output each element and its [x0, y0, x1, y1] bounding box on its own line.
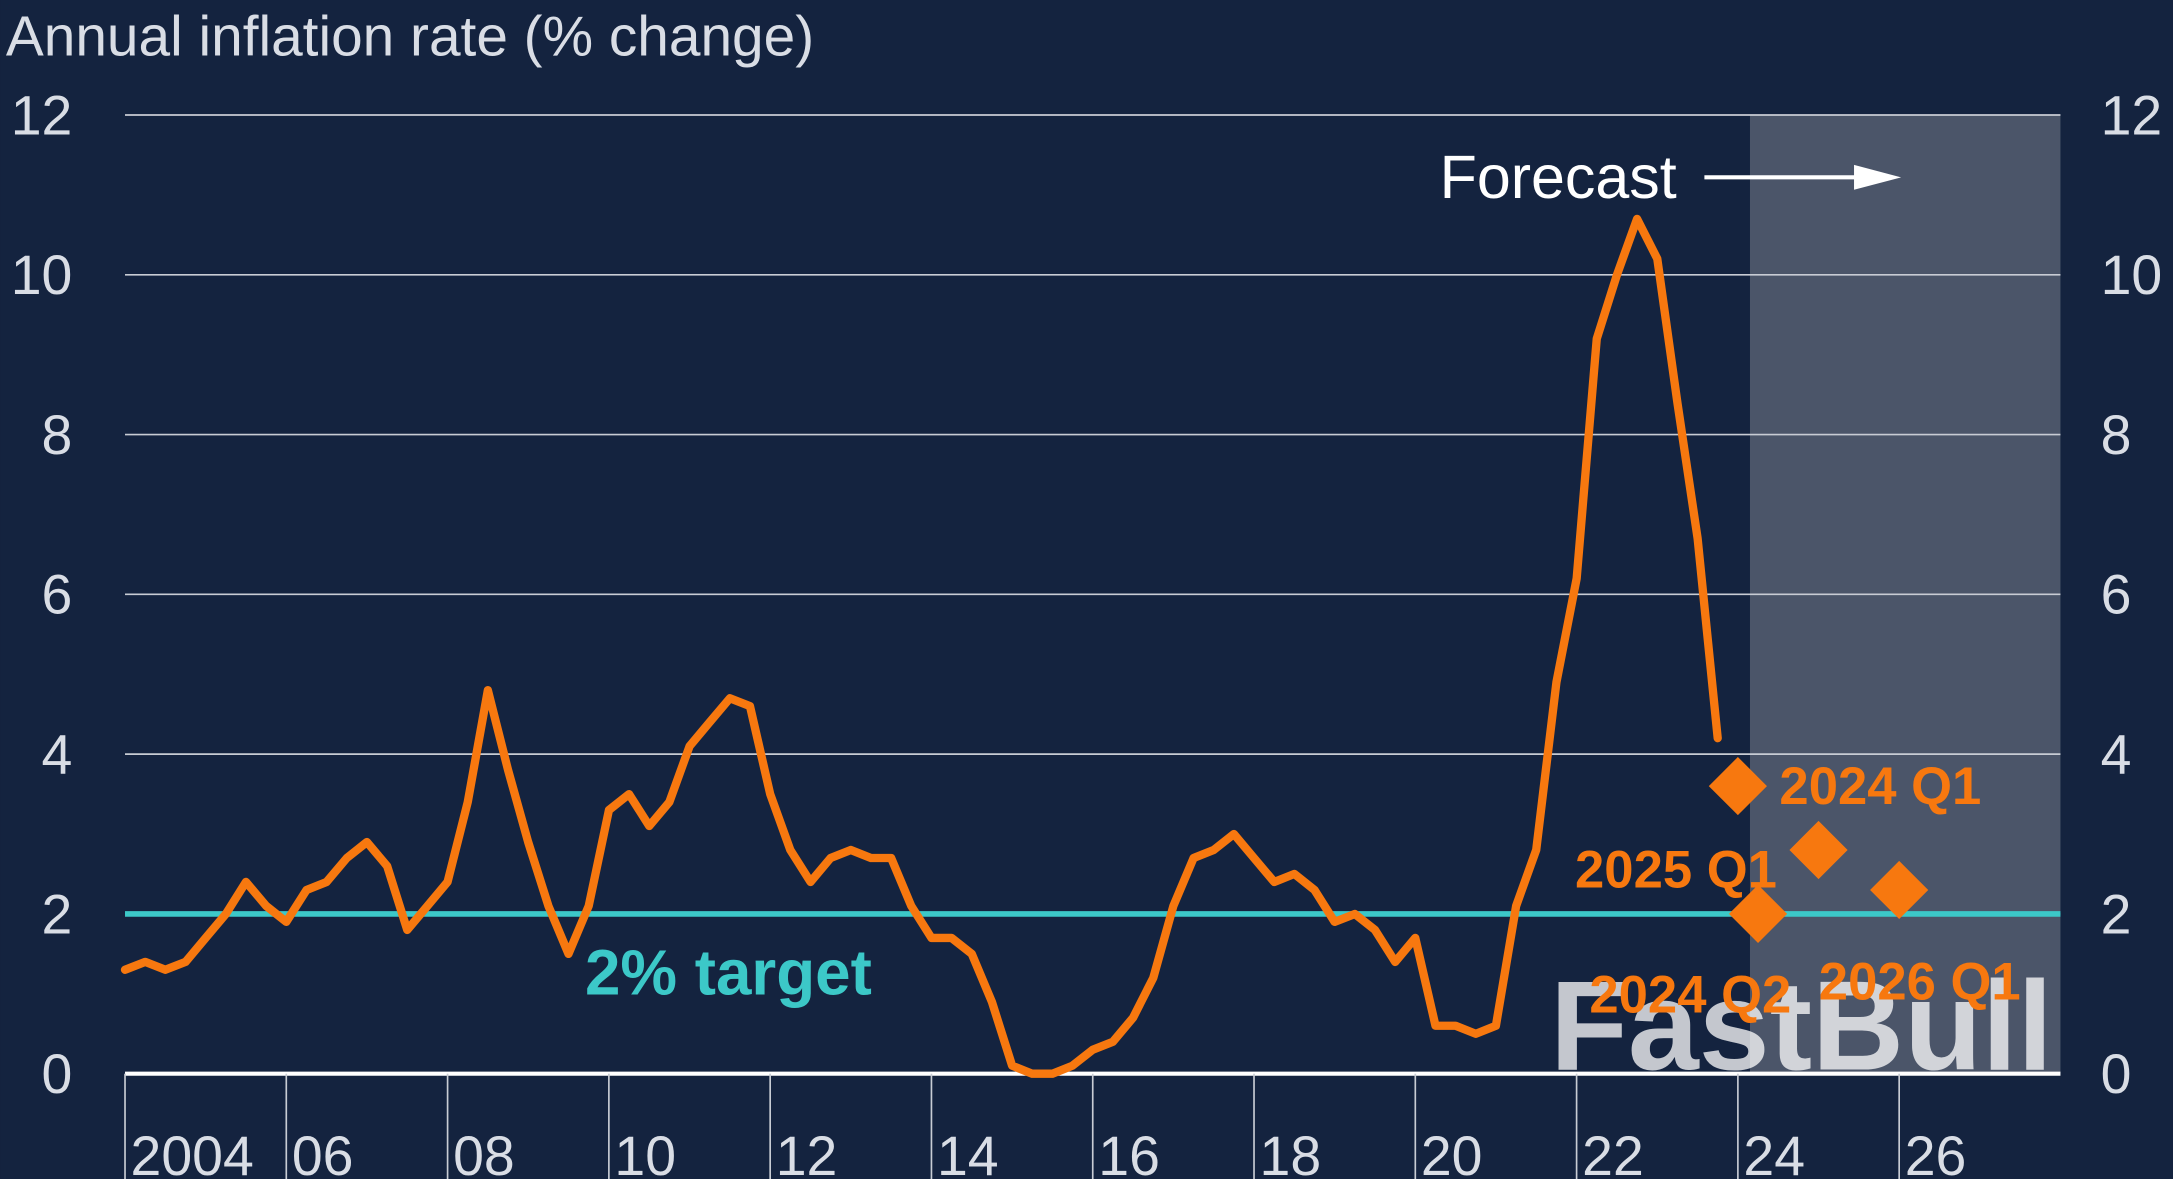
forecast-point-label: 2024 Q1: [1779, 757, 1981, 816]
target-label: 2% target: [585, 937, 872, 1009]
chart-title: Annual inflation rate (% change): [6, 5, 814, 68]
y-tick-label: 0: [42, 1043, 73, 1105]
y-tick-label: 10: [11, 244, 73, 306]
inflation-line: [120, 214, 1722, 1078]
forecast-point-label: 2025 Q1: [1575, 840, 1777, 899]
x-tick-label: 10: [614, 1125, 676, 1179]
x-tick-label: 06: [292, 1125, 354, 1179]
x-tick-label: 18: [1260, 1125, 1322, 1179]
x-tick-label: 14: [937, 1125, 999, 1179]
x-tick-label: 24: [1743, 1125, 1805, 1179]
y2-tick-label: 2: [2101, 883, 2132, 945]
y-tick-label: 8: [42, 404, 73, 466]
y2-tick-label: 0: [2101, 1043, 2132, 1105]
x-tick-label: 16: [1098, 1125, 1160, 1179]
y2-tick-label: 10: [2101, 244, 2163, 306]
x-tick-label: 12: [776, 1125, 838, 1179]
x-tick-label: 26: [1905, 1125, 1967, 1179]
forecast-point: [1789, 820, 1848, 880]
y-tick-label: 12: [11, 84, 73, 146]
forecast-point: [1870, 860, 1929, 920]
x-tick-label: 22: [1582, 1125, 1644, 1179]
y2-tick-label: 8: [2101, 404, 2132, 466]
x-tick-label: 2004: [131, 1125, 254, 1179]
y-tick-label: 4: [42, 724, 73, 786]
forecast-point: [1708, 756, 1767, 816]
x-tick-label: 20: [1421, 1125, 1483, 1179]
forecast-point: [1728, 884, 1788, 944]
forecast-label: Forecast: [1440, 143, 1677, 211]
y-tick-label: 2: [42, 883, 73, 945]
forecast-point-label: 2024 Q2: [1589, 965, 1791, 1024]
y2-tick-label: 6: [2101, 564, 2132, 626]
y-tick-label: 6: [42, 564, 73, 626]
x-tick-label: 08: [453, 1125, 515, 1179]
y2-tick-label: 12: [2101, 84, 2163, 146]
y2-tick-label: 4: [2101, 724, 2132, 786]
forecast-arrowhead: [1854, 164, 1902, 190]
forecast-point-label: 2026 Q1: [1819, 952, 2021, 1011]
